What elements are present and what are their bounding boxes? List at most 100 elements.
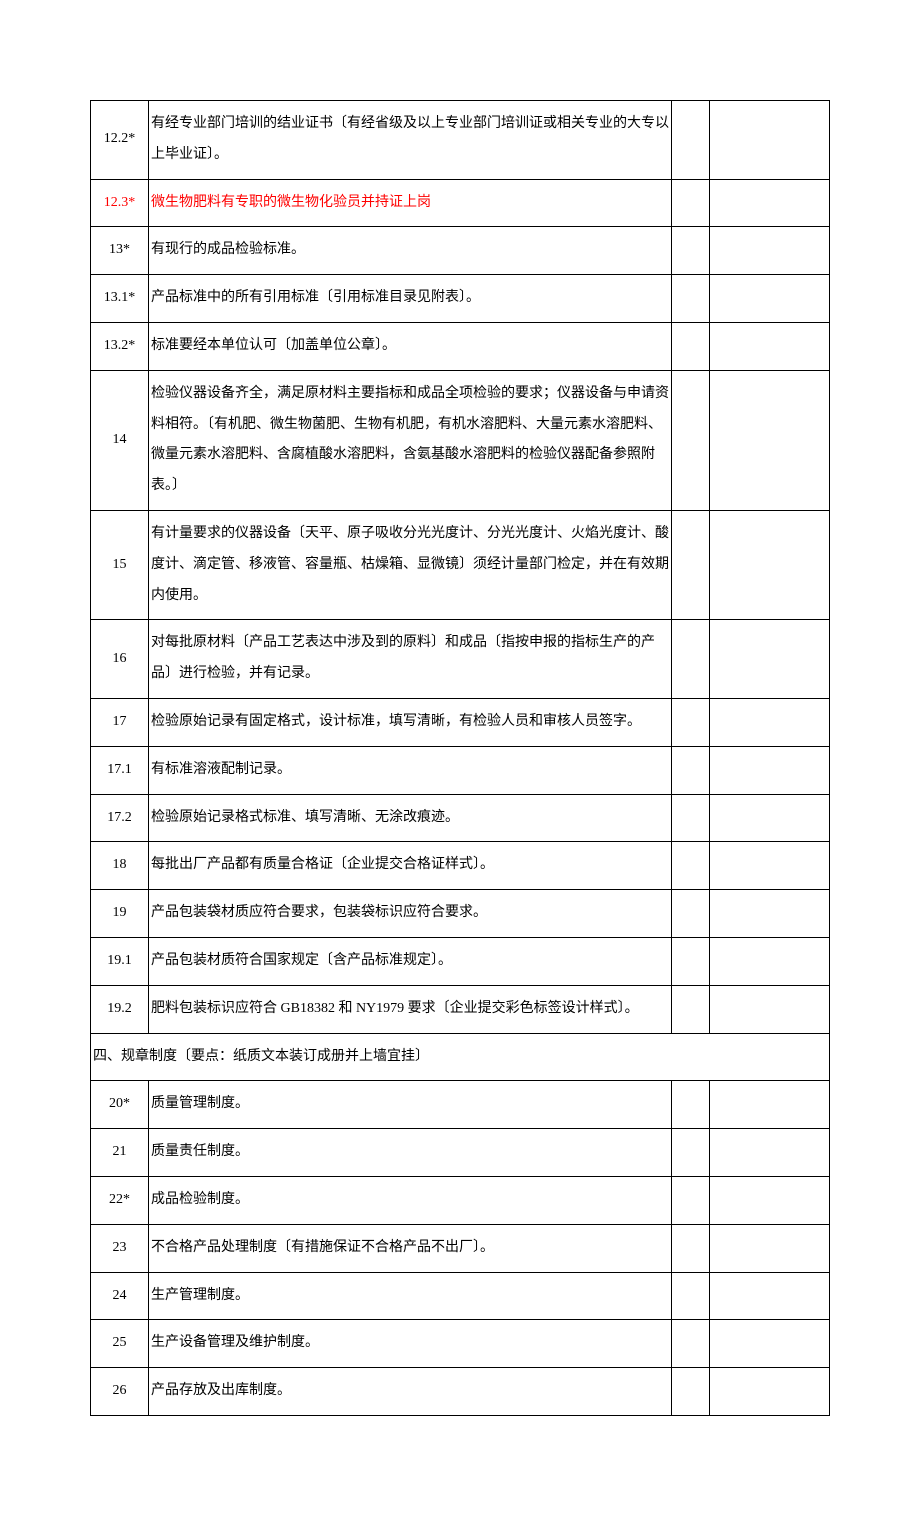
- row-number-cell: 13*: [91, 227, 149, 275]
- row-check2-cell: [710, 890, 830, 938]
- row-check1-cell: [672, 370, 710, 510]
- row-number-cell: 13.1*: [91, 275, 149, 323]
- row-check2-cell: [710, 698, 830, 746]
- row-number-cell: 19.2: [91, 985, 149, 1033]
- row-check2-cell: [710, 1224, 830, 1272]
- row-number-cell: 25: [91, 1320, 149, 1368]
- row-check1-cell: [672, 1224, 710, 1272]
- row-check1-cell: [672, 101, 710, 180]
- row-description-cell: 产品存放及出库制度。: [149, 1368, 672, 1416]
- row-check2-cell: [710, 101, 830, 180]
- table-row: 14检验仪器设备齐全，满足原材料主要指标和成品全项检验的要求；仪器设备与申请资料…: [91, 370, 830, 510]
- row-check2-cell: [710, 794, 830, 842]
- table-row: 13*有现行的成品检验标准。: [91, 227, 830, 275]
- table-row: 12.2*有经专业部门培训的结业证书〔有经省级及以上专业部门培训证或相关专业的大…: [91, 101, 830, 180]
- table-row: 四、规章制度〔要点：纸质文本装订成册并上墙宜挂〕: [91, 1033, 830, 1081]
- table-row: 24生产管理制度。: [91, 1272, 830, 1320]
- row-number-cell: 14: [91, 370, 149, 510]
- row-check2-cell: [710, 510, 830, 619]
- row-description-cell: 产品包装材质符合国家规定〔含产品标准规定〕。: [149, 937, 672, 985]
- row-check2-cell: [710, 1320, 830, 1368]
- inspection-table: 12.2*有经专业部门培训的结业证书〔有经省级及以上专业部门培训证或相关专业的大…: [90, 100, 830, 1416]
- row-check2-cell: [710, 937, 830, 985]
- row-check1-cell: [672, 227, 710, 275]
- row-number-cell: 19: [91, 890, 149, 938]
- row-check2-cell: [710, 322, 830, 370]
- row-number-cell: 24: [91, 1272, 149, 1320]
- row-check1-cell: [672, 698, 710, 746]
- table-row: 17.1有标准溶液配制记录。: [91, 746, 830, 794]
- row-check1-cell: [672, 985, 710, 1033]
- row-number-cell: 13.2*: [91, 322, 149, 370]
- row-check1-cell: [672, 620, 710, 699]
- row-description-cell: 每批出厂产品都有质量合格证〔企业提交合格证样式〕。: [149, 842, 672, 890]
- row-description-cell: 肥料包装标识应符合 GB18382 和 NY1979 要求〔企业提交彩色标签设计…: [149, 985, 672, 1033]
- row-number-cell: 26: [91, 1368, 149, 1416]
- table-row: 13.2*标准要经本单位认可〔加盖单位公章〕。: [91, 322, 830, 370]
- row-check2-cell: [710, 1368, 830, 1416]
- table-row: 20*质量管理制度。: [91, 1081, 830, 1129]
- row-check1-cell: [672, 842, 710, 890]
- row-number-cell: 22*: [91, 1176, 149, 1224]
- row-check1-cell: [672, 1320, 710, 1368]
- section-header-cell: 四、规章制度〔要点：纸质文本装订成册并上墙宜挂〕: [91, 1033, 830, 1081]
- table-row: 13.1*产品标准中的所有引用标准〔引用标准目录见附表〕。: [91, 275, 830, 323]
- row-description-cell: 对每批原材料〔产品工艺表达中涉及到的原料〕和成品〔指按申报的指标生产的产品〕进行…: [149, 620, 672, 699]
- row-check2-cell: [710, 227, 830, 275]
- row-number-cell: 12.2*: [91, 101, 149, 180]
- table-row: 12.3*微生物肥料有专职的微生物化验员并持证上岗: [91, 179, 830, 227]
- row-check2-cell: [710, 746, 830, 794]
- row-number-cell: 17.2: [91, 794, 149, 842]
- row-number-cell: 17: [91, 698, 149, 746]
- table-row: 23不合格产品处理制度〔有措施保证不合格产品不出厂〕。: [91, 1224, 830, 1272]
- row-number-cell: 17.1: [91, 746, 149, 794]
- row-check1-cell: [672, 1272, 710, 1320]
- table-row: 19.2肥料包装标识应符合 GB18382 和 NY1979 要求〔企业提交彩色…: [91, 985, 830, 1033]
- table-row: 17.2检验原始记录格式标准、填写清晰、无涂改痕迹。: [91, 794, 830, 842]
- table-row: 15有计量要求的仪器设备〔天平、原子吸收分光光度计、分光光度计、火焰光度计、酸度…: [91, 510, 830, 619]
- row-description-cell: 有现行的成品检验标准。: [149, 227, 672, 275]
- row-check1-cell: [672, 1176, 710, 1224]
- row-check1-cell: [672, 179, 710, 227]
- row-number-cell: 23: [91, 1224, 149, 1272]
- row-check2-cell: [710, 985, 830, 1033]
- row-description-cell: 有标准溶液配制记录。: [149, 746, 672, 794]
- row-check2-cell: [710, 1129, 830, 1177]
- row-check2-cell: [710, 842, 830, 890]
- row-description-cell: 检验仪器设备齐全，满足原材料主要指标和成品全项检验的要求；仪器设备与申请资料相符…: [149, 370, 672, 510]
- row-description-cell: 有经专业部门培训的结业证书〔有经省级及以上专业部门培训证或相关专业的大专以上毕业…: [149, 101, 672, 180]
- row-check2-cell: [710, 1176, 830, 1224]
- row-description-cell: 检验原始记录有固定格式，设计标准，填写清晰，有检验人员和审核人员签字。: [149, 698, 672, 746]
- row-number-cell: 20*: [91, 1081, 149, 1129]
- table-row: 21质量责任制度。: [91, 1129, 830, 1177]
- row-check2-cell: [710, 275, 830, 323]
- row-check1-cell: [672, 794, 710, 842]
- row-number-cell: 15: [91, 510, 149, 619]
- row-check1-cell: [672, 746, 710, 794]
- row-check2-cell: [710, 1081, 830, 1129]
- row-description-cell: 生产设备管理及维护制度。: [149, 1320, 672, 1368]
- row-description-cell: 检验原始记录格式标准、填写清晰、无涂改痕迹。: [149, 794, 672, 842]
- row-description-cell: 质量管理制度。: [149, 1081, 672, 1129]
- row-check1-cell: [672, 510, 710, 619]
- table-row: 18每批出厂产品都有质量合格证〔企业提交合格证样式〕。: [91, 842, 830, 890]
- row-description-cell: 质量责任制度。: [149, 1129, 672, 1177]
- row-check1-cell: [672, 275, 710, 323]
- table-row: 19.1产品包装材质符合国家规定〔含产品标准规定〕。: [91, 937, 830, 985]
- row-check1-cell: [672, 1368, 710, 1416]
- row-check2-cell: [710, 1272, 830, 1320]
- row-check1-cell: [672, 937, 710, 985]
- row-number-cell: 12.3*: [91, 179, 149, 227]
- row-check1-cell: [672, 1081, 710, 1129]
- table-row: 22*成品检验制度。: [91, 1176, 830, 1224]
- row-description-cell: 产品包装袋材质应符合要求，包装袋标识应符合要求。: [149, 890, 672, 938]
- row-description-cell: 产品标准中的所有引用标准〔引用标准目录见附表〕。: [149, 275, 672, 323]
- row-description-cell: 成品检验制度。: [149, 1176, 672, 1224]
- row-number-cell: 21: [91, 1129, 149, 1177]
- row-check2-cell: [710, 179, 830, 227]
- row-check1-cell: [672, 322, 710, 370]
- row-check2-cell: [710, 370, 830, 510]
- row-check1-cell: [672, 890, 710, 938]
- row-number-cell: 18: [91, 842, 149, 890]
- table-row: 19产品包装袋材质应符合要求，包装袋标识应符合要求。: [91, 890, 830, 938]
